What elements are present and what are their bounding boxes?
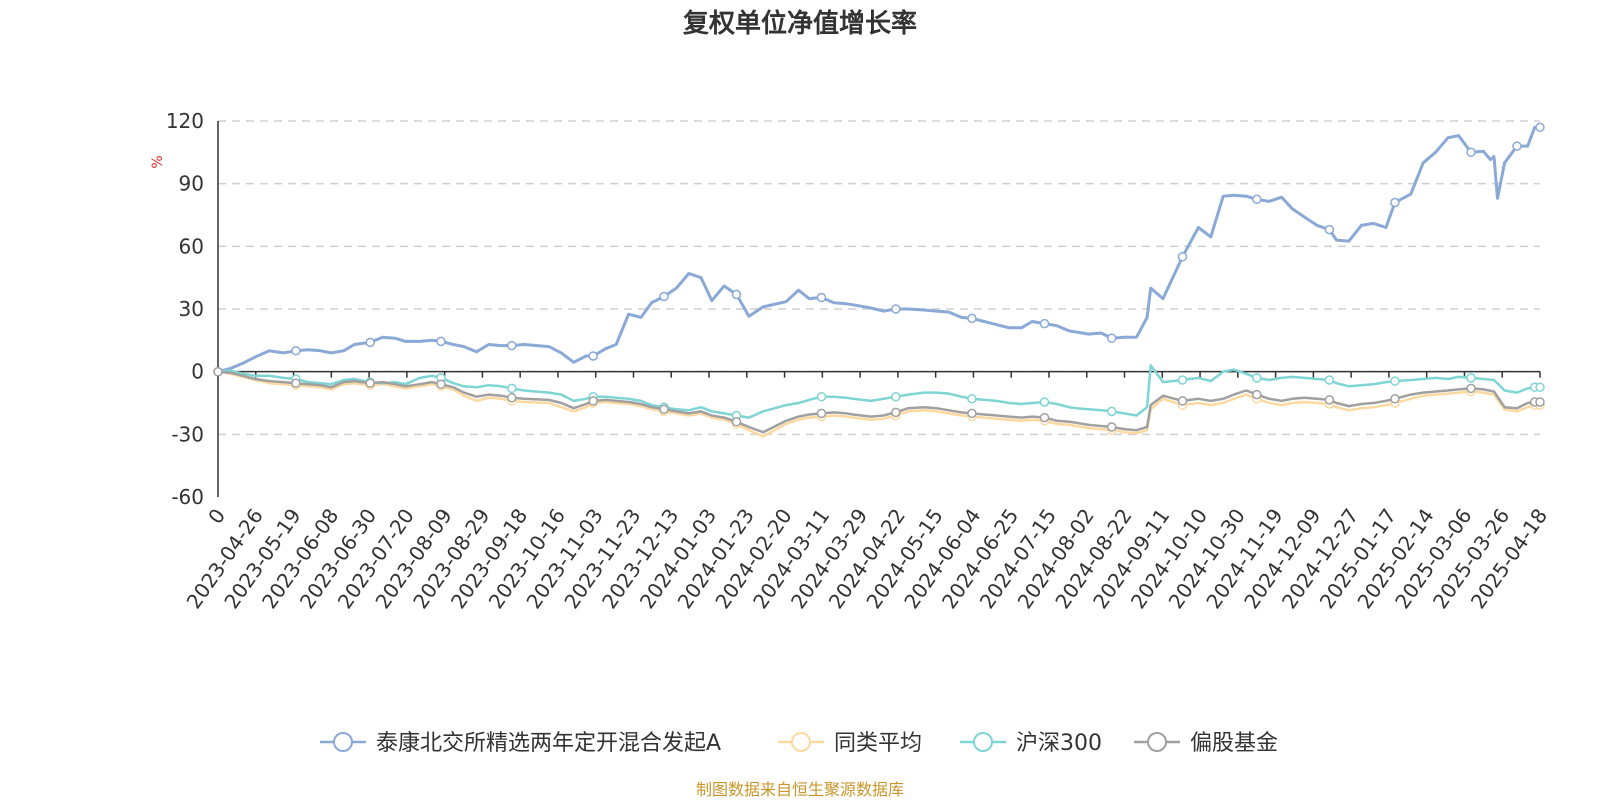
data-point[interactable] bbox=[891, 407, 901, 418]
legend-circle-icon bbox=[1147, 732, 1167, 752]
y-tick-label: 30 bbox=[179, 297, 204, 321]
data-point[interactable] bbox=[1324, 395, 1335, 405]
series-1 bbox=[213, 366, 1545, 438]
data-point[interactable] bbox=[1466, 383, 1476, 394]
legend-circle-icon bbox=[791, 732, 811, 752]
data-point[interactable] bbox=[365, 337, 375, 348]
data-point[interactable] bbox=[213, 366, 223, 377]
data-point[interactable] bbox=[588, 351, 598, 361]
data-point[interactable] bbox=[1390, 197, 1400, 208]
data-point[interactable] bbox=[1039, 397, 1050, 407]
data-point[interactable] bbox=[891, 304, 901, 314]
y-tick-labels: 120 90 60 30 0 -30 -60 bbox=[166, 109, 204, 509]
data-point[interactable] bbox=[1324, 224, 1335, 235]
data-point[interactable] bbox=[1106, 406, 1117, 417]
legend-item[interactable]: 沪深300 bbox=[960, 731, 1102, 756]
data-point[interactable] bbox=[1106, 422, 1117, 432]
data-point[interactable] bbox=[588, 396, 598, 406]
axes bbox=[217, 121, 1540, 497]
legend-label: 泰康北交所精选两年定开混合发起A bbox=[376, 731, 721, 756]
data-point[interactable] bbox=[1390, 376, 1400, 386]
y-tick-label: -30 bbox=[171, 422, 204, 446]
data-point[interactable] bbox=[1466, 147, 1476, 158]
data-point[interactable] bbox=[291, 346, 301, 356]
data-point[interactable] bbox=[291, 378, 301, 388]
y-tick-label: 60 bbox=[179, 234, 204, 258]
data-point[interactable] bbox=[967, 408, 977, 419]
x-tick-labels: 02023-04-262023-05-192023-06-082023-06-3… bbox=[182, 371, 1552, 613]
legend-circle-icon bbox=[333, 732, 353, 752]
legend-item[interactable]: 同类平均 bbox=[778, 731, 922, 756]
data-point[interactable] bbox=[365, 378, 375, 388]
legend-item[interactable]: 偏股基金 bbox=[1134, 731, 1278, 756]
data-point[interactable] bbox=[1106, 333, 1117, 343]
data-point[interactable] bbox=[1252, 373, 1262, 383]
data-source-note: 制图数据来自恒生聚源数据库 bbox=[696, 780, 904, 799]
data-point[interactable] bbox=[436, 379, 446, 389]
data-point[interactable] bbox=[1177, 375, 1188, 385]
series-2 bbox=[213, 364, 1545, 421]
legend-circle-icon bbox=[973, 732, 993, 752]
legend-item[interactable]: 泰康北交所精选两年定开混合发起A bbox=[320, 731, 721, 756]
series-3 bbox=[213, 366, 1545, 434]
data-point[interactable] bbox=[1390, 394, 1400, 404]
series-lines bbox=[213, 122, 1545, 438]
series-0 bbox=[213, 122, 1545, 377]
data-point[interactable] bbox=[1039, 318, 1050, 329]
legend[interactable]: 泰康北交所精选两年定开混合发起A 同类平均 沪深300 偏股基金 bbox=[320, 731, 1278, 756]
data-point[interactable] bbox=[436, 336, 446, 347]
y-tick-label: 120 bbox=[166, 109, 204, 133]
data-point[interactable] bbox=[967, 394, 977, 404]
data-point[interactable] bbox=[1535, 382, 1545, 393]
legend-label: 同类平均 bbox=[834, 731, 922, 756]
x-tick-label: 0 bbox=[203, 504, 230, 528]
y-axis-unit: % bbox=[150, 155, 166, 168]
data-point[interactable] bbox=[1535, 397, 1545, 407]
data-point[interactable] bbox=[659, 404, 669, 415]
y-tick-label: 0 bbox=[191, 360, 204, 384]
data-point[interactable] bbox=[507, 393, 517, 403]
data-point[interactable] bbox=[731, 417, 742, 427]
data-point[interactable] bbox=[1177, 396, 1188, 406]
data-point[interactable] bbox=[816, 408, 827, 419]
series-line bbox=[217, 125, 1540, 374]
data-point[interactable] bbox=[1324, 375, 1335, 385]
data-point[interactable] bbox=[507, 340, 517, 351]
legend-label: 偏股基金 bbox=[1190, 731, 1278, 756]
data-point[interactable] bbox=[1512, 141, 1522, 151]
data-point[interactable] bbox=[1252, 389, 1262, 400]
chart-title: 复权单位净值增长率 bbox=[683, 8, 917, 39]
data-point[interactable] bbox=[1039, 412, 1050, 423]
data-point[interactable] bbox=[1535, 122, 1545, 133]
data-point[interactable] bbox=[816, 391, 827, 402]
data-point[interactable] bbox=[1252, 194, 1262, 205]
data-point[interactable] bbox=[507, 383, 517, 394]
y-tick-label: 90 bbox=[179, 172, 204, 196]
data-point[interactable] bbox=[891, 391, 901, 402]
legend-label: 沪深300 bbox=[1016, 731, 1102, 756]
data-point[interactable] bbox=[659, 291, 669, 302]
data-point[interactable] bbox=[967, 313, 977, 324]
data-point[interactable] bbox=[1466, 373, 1476, 383]
data-point[interactable] bbox=[816, 292, 827, 303]
y-tick-label: -60 bbox=[171, 485, 204, 509]
data-point[interactable] bbox=[731, 289, 742, 300]
data-point[interactable] bbox=[1177, 252, 1188, 262]
